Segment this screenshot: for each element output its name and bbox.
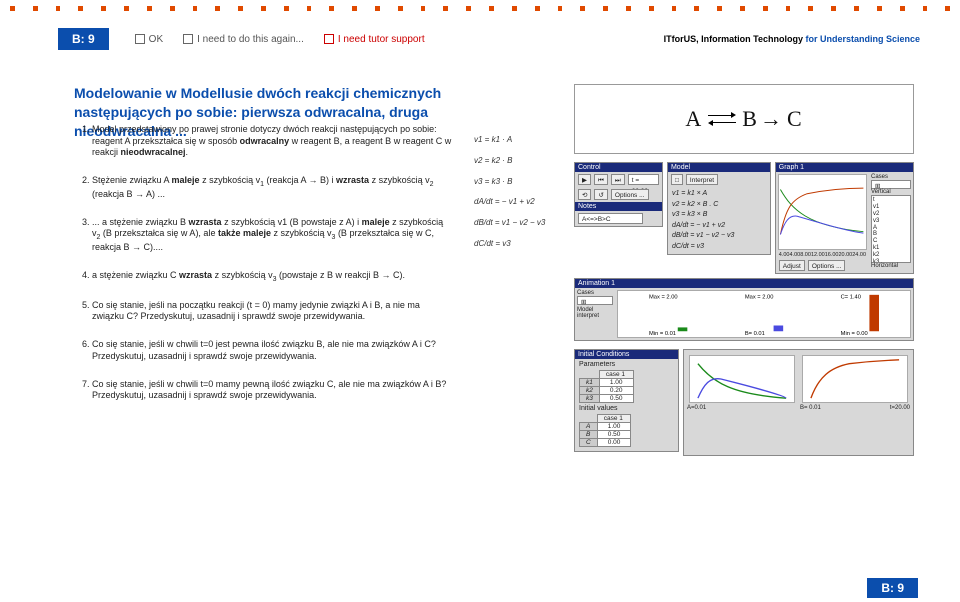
check-again[interactable]: I need to do this again... (183, 34, 304, 45)
notes-title: Notes (575, 202, 662, 211)
species-B: B (742, 106, 758, 132)
equation-line: v2 = k2 · B (474, 155, 564, 168)
variable-list[interactable]: tv1v2v3ABCk1k2k3 (871, 195, 911, 263)
list-item: Co się stanie, jeśli w chwili t=0 mamy p… (92, 379, 454, 402)
animation-panel: Animation 1 Cases ⊞ Model interpret Max … (574, 278, 914, 341)
body-text: Model przedstawiony po prawej stronie do… (74, 124, 454, 418)
parameters-table: case 1k11.00k20.20k30.50 (579, 370, 634, 403)
time-field: t = 20.00 (628, 174, 659, 185)
numbered-list: Model przedstawiony po prawej stronie do… (74, 124, 454, 402)
svg-text:Min = 0.01: Min = 0.01 (649, 331, 676, 337)
check-tutor[interactable]: I need tutor support (324, 34, 425, 45)
check-ok[interactable]: OK (135, 34, 163, 45)
header: B: 9 OK I need to do this again... I nee… (58, 28, 920, 50)
list-item: Stężenie związku A maleje z szybkością v… (92, 175, 454, 201)
small-plots-panel: A=0.01 B= 0.01 t=20.00 (683, 349, 914, 456)
equation-line: dB/dt = v1 − v2 − v3 (474, 217, 564, 230)
play-button[interactable]: ▶ (578, 174, 591, 185)
adjust-button[interactable]: Adjust (779, 260, 805, 271)
equation-column: v1 = k1 · A v2 = k2 · B v3 = k3 · B dA/dt =… (474, 134, 564, 259)
diagram-area: A B → C Control ▶ ⏮ ⏭ t = 20.00 ⟲ ↺ Opti… (574, 84, 914, 452)
graph-xticks: 4.004.008.0012.0016.0020.0024.00 (776, 252, 869, 258)
initial-conditions-panel: Initial Conditions Parameters case 1k11.… (574, 349, 679, 452)
svg-text:Min = 0.00: Min = 0.00 (841, 331, 868, 337)
page-badge-bottom: B: 9 (867, 578, 918, 598)
model-equations: v1 = k1 × Av2 = k2 × B . Cv3 = k3 × BdA/… (668, 187, 770, 254)
control-panel: Control ▶ ⏮ ⏭ t = 20.00 ⟲ ↺ Options ... … (574, 162, 663, 227)
model-panel: Model □Interpret v1 = k1 × Av2 = k2 × B … (667, 162, 771, 255)
initial-values-table: case 1A1.00B0.50C0.00 (579, 414, 631, 447)
equation-line: dC/dt = v3 (474, 238, 564, 251)
anim-canvas: Max = 2.00 Max = 2.00 C= 1.40 Min = 0.01 B= … (617, 290, 911, 338)
graph-panel: Graph 1 4.004.008.0012.0016.0020.0024.00… (775, 162, 914, 274)
arrow-icon: → (760, 106, 783, 132)
step-fwd-button[interactable]: ⏭ (611, 174, 625, 185)
svg-text:B= 0.01: B= 0.01 (745, 331, 765, 337)
loop-button[interactable]: ↺ (594, 189, 607, 200)
self-check-row: OK I need to do this again... I need tut… (135, 34, 425, 45)
graph-title: Graph 1 (776, 163, 913, 172)
svg-text:Max = 2.00: Max = 2.00 (649, 295, 678, 301)
top-dot-strip (10, 6, 950, 14)
graph-canvas (778, 174, 867, 250)
interpret-button[interactable]: Interpret (686, 174, 718, 185)
list-item: Co się stanie, jeśli w chwili t=0 jest p… (92, 339, 454, 362)
mini-label-t: t=20.00 (890, 405, 910, 411)
equation-line: v1 = k1 · A (474, 134, 564, 147)
list-item: Co się stanie, jeśli na początku reakcji… (92, 300, 454, 323)
list-item: Model przedstawiony po prawej stronie do… (92, 124, 454, 159)
model-title: Model (668, 163, 770, 172)
mini-plot-1 (689, 355, 795, 403)
list-item: ... a stężenie związku B wzrasta z szybk… (92, 217, 454, 254)
notes-field[interactable]: A<=>B>C (578, 213, 643, 224)
equation-line: v3 = k3 · B (474, 176, 564, 189)
graph-options-button[interactable]: Options ... (808, 260, 846, 271)
initial-values-label: Initial values (579, 405, 674, 412)
list-item: a stężenie związku C wzrasta z szybkości… (92, 270, 454, 284)
model-interpret-label: Model interpret (577, 307, 613, 319)
control-title: Control (575, 163, 662, 172)
equation-line: dA/dt = − v1 + v2 (474, 196, 564, 209)
anim-cases-box[interactable]: ⊞ (577, 296, 613, 305)
species-A: A (685, 106, 702, 132)
options-button[interactable]: Options ... (611, 189, 649, 200)
reset-button[interactable]: ⟲ (578, 189, 591, 200)
step-back-button[interactable]: ⏮ (594, 174, 608, 185)
mini-plot-2 (802, 355, 908, 403)
parameters-label: Parameters (579, 361, 674, 368)
new-button[interactable]: □ (671, 174, 683, 185)
brand: ITforUS, Information Technology for Unde… (664, 34, 920, 44)
ic-title: Initial Conditions (575, 350, 678, 359)
horizontal-label: Horizontal (871, 263, 911, 269)
mini-label-B: B= 0.01 (800, 405, 821, 411)
double-arrow-icon (708, 112, 736, 126)
svg-text:Max = 2.00: Max = 2.00 (745, 295, 774, 301)
reaction-scheme: A B → C (574, 84, 914, 154)
animation-title: Animation 1 (575, 279, 913, 288)
mini-label-A: A=0.01 (687, 405, 797, 411)
page-badge-top: B: 9 (58, 28, 109, 50)
svg-text:C= 1.40: C= 1.40 (841, 295, 861, 301)
species-C: C (787, 106, 803, 132)
cases-box[interactable]: ⊞ (871, 180, 911, 189)
